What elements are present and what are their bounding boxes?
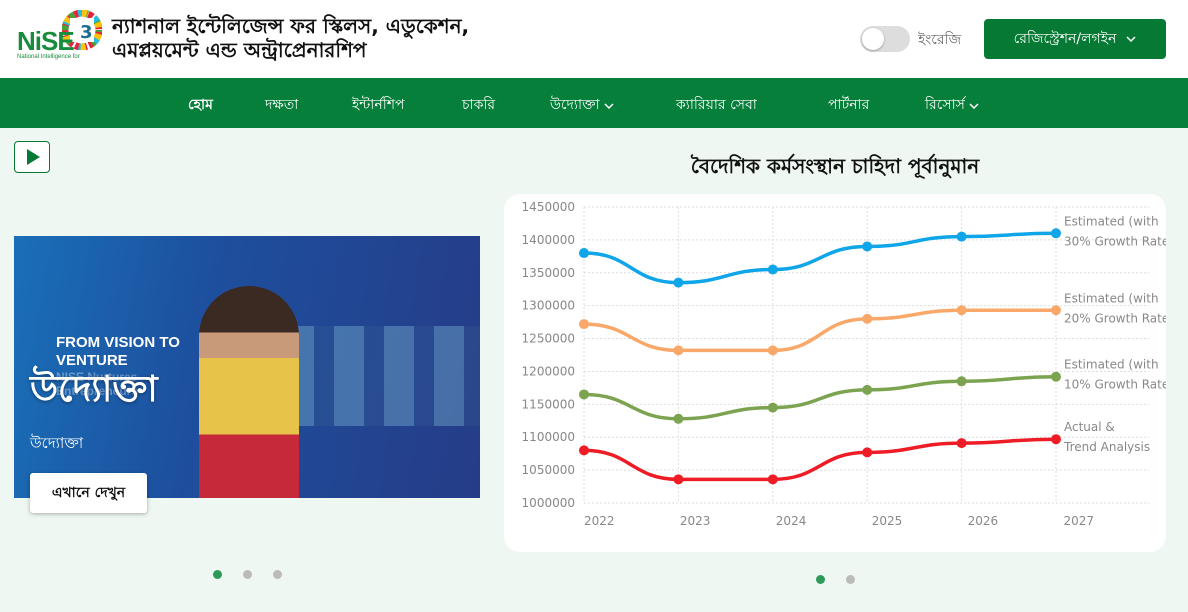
nav-entrepreneur[interactable]: উদ্যোক্তা bbox=[550, 93, 614, 117]
sdg-wheel-icon: 3 bbox=[62, 10, 102, 50]
y-tick-label: 1200000 bbox=[522, 364, 575, 378]
nav-internship[interactable]: ইন্টার্নশিপ bbox=[352, 97, 405, 113]
banner-image: FROM VISION TO VENTURE NISE Nurtures Ent… bbox=[14, 236, 480, 498]
data-point bbox=[1051, 434, 1061, 445]
y-tick-label: 1050000 bbox=[522, 463, 575, 477]
data-point bbox=[956, 376, 967, 387]
series-label: Estimated (with bbox=[1064, 291, 1159, 305]
series-label: 30% Growth Rate) bbox=[1064, 234, 1166, 248]
login-button[interactable]: রেজিস্ট্রেশন/লগইন bbox=[984, 19, 1166, 59]
banner-slide-dot-3[interactable] bbox=[273, 570, 282, 579]
view-here-button[interactable]: এখানে দেখুন bbox=[30, 473, 147, 513]
banner-title: উদ্যোক্তা bbox=[30, 369, 158, 410]
banner-workers-graphic bbox=[284, 326, 480, 426]
banner-image-text: FROM VISION TO VENTURE bbox=[56, 334, 180, 369]
nav-partner[interactable]: পার্টনার bbox=[828, 97, 870, 113]
data-point bbox=[956, 438, 967, 449]
nav-jobs[interactable]: চাকরি bbox=[462, 97, 496, 113]
data-point bbox=[767, 264, 778, 275]
data-point bbox=[673, 345, 684, 356]
x-tick-label: 2023 bbox=[680, 514, 711, 528]
y-tick-label: 1250000 bbox=[522, 332, 575, 346]
data-point bbox=[579, 389, 589, 400]
x-tick-label: 2026 bbox=[968, 514, 999, 528]
chevron-down-icon bbox=[604, 103, 614, 110]
nav-home[interactable]: হোম bbox=[188, 97, 213, 113]
banner-subtitle: উদ্যোক্তা bbox=[30, 434, 84, 452]
play-button[interactable] bbox=[14, 141, 50, 173]
y-tick-label: 1100000 bbox=[522, 430, 575, 444]
y-tick-label: 1300000 bbox=[522, 299, 575, 313]
banner-slide-dot-1[interactable] bbox=[213, 570, 222, 579]
series-line bbox=[583, 231, 1057, 285]
login-label: রেজিস্ট্রেশন/লগইন bbox=[1013, 31, 1117, 47]
data-point bbox=[1051, 305, 1061, 316]
series-label: Estimated (with bbox=[1064, 214, 1159, 228]
series-label: Estimated (with bbox=[1064, 358, 1159, 372]
y-tick-label: 1000000 bbox=[522, 496, 575, 510]
x-tick-label: 2022 bbox=[584, 514, 615, 528]
banner-person-graphic bbox=[199, 286, 299, 498]
series-label: 10% Growth Rate) bbox=[1064, 378, 1166, 392]
language-label: ইংরেজি bbox=[918, 32, 962, 48]
data-point bbox=[579, 445, 589, 456]
data-point bbox=[1051, 228, 1061, 239]
data-point bbox=[673, 474, 684, 485]
logo-text: NiSE bbox=[17, 26, 75, 56]
data-point bbox=[767, 402, 778, 413]
data-point bbox=[579, 248, 589, 259]
data-point bbox=[956, 231, 967, 242]
data-point bbox=[862, 447, 873, 458]
logo-subtext: National Intelligence for bbox=[17, 54, 80, 60]
svg-text:3: 3 bbox=[80, 22, 93, 43]
nav-resources-label: রিসোর্স bbox=[925, 97, 965, 113]
chart-slide-dot-2[interactable] bbox=[846, 575, 855, 584]
y-tick-label: 1450000 bbox=[522, 200, 575, 214]
series-line bbox=[583, 374, 1057, 421]
site-title-line-2: এমপ্লয়মেন্ট এন্ড অন্ট্রাপ্রেনারশিপ bbox=[112, 38, 367, 62]
y-tick-label: 1400000 bbox=[522, 233, 575, 247]
y-tick-label: 1150000 bbox=[522, 397, 575, 411]
site-title: ন্যাশনাল ইন্টেলিজেন্স ফর স্কিলস, এডুকেশন… bbox=[112, 14, 552, 62]
x-tick-label: 2025 bbox=[872, 514, 903, 528]
data-point bbox=[673, 413, 684, 424]
data-point bbox=[673, 277, 684, 288]
y-tick-label: 1350000 bbox=[522, 266, 575, 280]
banner-image-subtext: NISE Nurtures Entrepreneurs bbox=[56, 370, 139, 398]
forecast-line-chart: 1000000 1050000 1100000 1150000 1200000 12500… bbox=[522, 200, 1174, 528]
data-point bbox=[767, 474, 778, 485]
chart-title: বৈদেশিক কর্মসংস্থান চাহিদা পূর্বানুমান bbox=[690, 154, 980, 178]
data-point bbox=[956, 305, 967, 316]
chevron-down-icon bbox=[969, 103, 979, 110]
chart-card: 1000000 1050000 1100000 1150000 1200000 12500… bbox=[504, 194, 1174, 552]
data-point bbox=[1051, 371, 1061, 382]
data-point bbox=[862, 384, 873, 395]
nav-career-service[interactable]: ক্যারিয়ার সেবা bbox=[676, 97, 757, 113]
nise3-logo[interactable]: 3 NiSE National Intelligence for bbox=[14, 10, 104, 66]
site-title-line-1: ন্যাশনাল ইন্টেলিজেন্স ফর স্কিলস, এডুকেশন… bbox=[112, 14, 470, 38]
series-label: Actual & bbox=[1064, 420, 1115, 434]
chevron-down-icon bbox=[1126, 36, 1136, 42]
nav-resources[interactable]: রিসোর্স bbox=[925, 93, 979, 117]
main-nav: হোম দক্ষতা ইন্টার্নশিপ চাকরি উদ্যোক্তা ক… bbox=[0, 78, 1188, 128]
series-line bbox=[583, 308, 1056, 353]
data-point bbox=[579, 319, 589, 330]
banner-slide-dot-2[interactable] bbox=[243, 570, 252, 579]
x-tick-label: 2027 bbox=[1064, 514, 1095, 528]
data-point bbox=[767, 345, 778, 356]
data-point bbox=[862, 241, 873, 252]
series-line bbox=[583, 437, 1057, 482]
chart-slide-dot-1[interactable] bbox=[816, 575, 825, 584]
data-point bbox=[862, 313, 873, 324]
language-toggle[interactable] bbox=[860, 26, 910, 52]
nav-entrepreneur-label: উদ্যোক্তা bbox=[550, 97, 600, 113]
x-tick-label: 2024 bbox=[776, 514, 807, 528]
series-label: Trend Analysis bbox=[1063, 440, 1150, 454]
site-header: 3 NiSE National Intelligence for ন্যাশনা… bbox=[0, 0, 1188, 78]
nav-skills[interactable]: দক্ষতা bbox=[265, 97, 299, 113]
series-label: 20% Growth Rate) bbox=[1064, 311, 1166, 325]
